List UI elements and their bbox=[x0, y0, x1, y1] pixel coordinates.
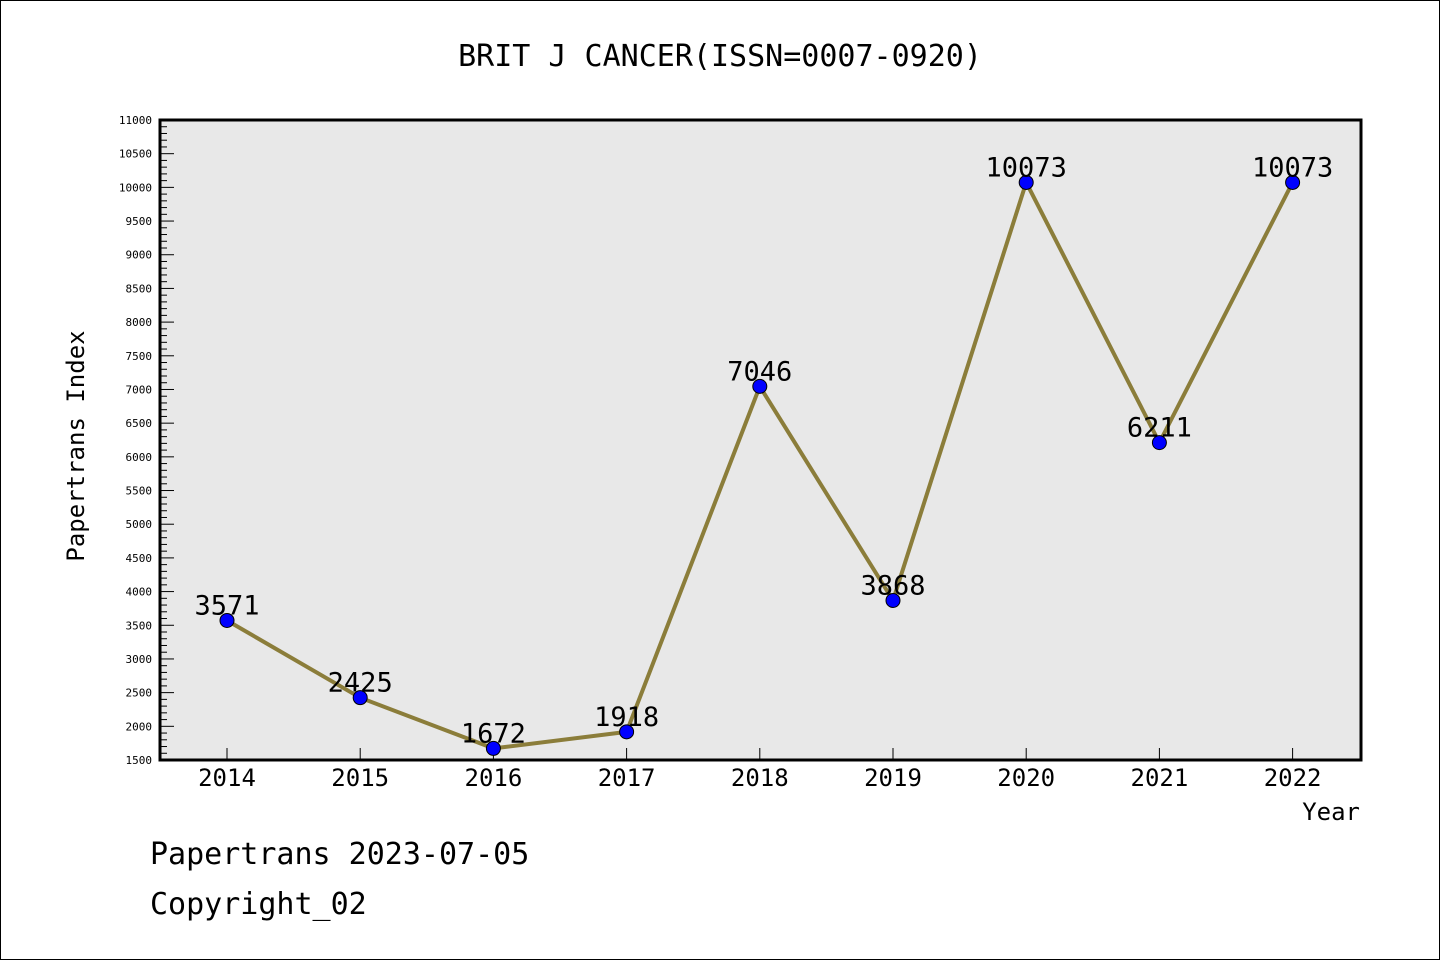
data-point bbox=[885, 592, 901, 608]
data-point bbox=[1018, 174, 1034, 190]
y-tick-label: 2000 bbox=[126, 720, 153, 733]
x-tick-label: 2017 bbox=[598, 764, 656, 792]
x-tick-label: 2020 bbox=[997, 764, 1055, 792]
plot-border bbox=[158, 118, 1363, 762]
y-tick-label: 6000 bbox=[126, 451, 153, 464]
data-point bbox=[1285, 174, 1301, 190]
y-tick-label: 7500 bbox=[126, 350, 153, 363]
y-tick-label: 5000 bbox=[126, 518, 153, 531]
y-tick-label: 7000 bbox=[126, 383, 153, 396]
data-label: 10073 bbox=[1252, 152, 1333, 183]
x-tick-label: 2021 bbox=[1131, 764, 1189, 792]
y-tick-label: 5500 bbox=[126, 485, 153, 498]
data-point bbox=[1151, 435, 1167, 451]
data-label: 1672 bbox=[461, 718, 526, 749]
x-axis-ticks: 2014 2015 2016 2017 2018 2019 2020 2021 2022 bbox=[198, 748, 1321, 792]
y-tick-label: 3000 bbox=[126, 653, 153, 666]
y-tick-label: 1500 bbox=[126, 754, 153, 767]
y-tick-label: 2500 bbox=[126, 687, 153, 700]
x-tick-label: 2014 bbox=[198, 764, 256, 792]
x-tick-label: 2016 bbox=[465, 764, 523, 792]
data-label: 3571 bbox=[194, 590, 259, 621]
data-point bbox=[619, 724, 635, 740]
data-label: 2425 bbox=[328, 668, 393, 699]
data-label: 3868 bbox=[860, 570, 925, 601]
x-tick-label: 2022 bbox=[1264, 764, 1322, 792]
data-label: 10073 bbox=[986, 152, 1067, 183]
footer-copyright: Copyright_02 bbox=[150, 887, 367, 922]
data-point bbox=[219, 612, 235, 628]
data-label: 6211 bbox=[1127, 413, 1192, 444]
y-tick-label: 10000 bbox=[119, 181, 152, 194]
y-tick-label: 3500 bbox=[126, 619, 153, 632]
y-tick-label: 10500 bbox=[119, 148, 152, 161]
y-tick-label: 8500 bbox=[126, 282, 153, 295]
x-tick-label: 2018 bbox=[731, 764, 789, 792]
footer-date: Papertrans 2023-07-05 bbox=[150, 837, 529, 872]
y-axis-ticks: 1500 2000 2500 3000 3500 4000 4500 5000 5500 6000… bbox=[119, 114, 174, 767]
data-label: 7046 bbox=[727, 356, 792, 387]
y-tick-label: 8000 bbox=[126, 316, 153, 329]
data-point bbox=[752, 378, 768, 394]
y-tick-label: 4500 bbox=[126, 552, 153, 565]
y-tick-label: 4000 bbox=[126, 586, 153, 599]
data-labels: 3571 2425 1672 1918 7046 3868 10073 6211 10073 bbox=[194, 152, 1333, 749]
data-point bbox=[352, 690, 368, 706]
data-point bbox=[485, 740, 501, 756]
series-markers bbox=[219, 174, 1301, 756]
x-tick-label: 2015 bbox=[331, 764, 389, 792]
y-tick-label: 9500 bbox=[126, 215, 153, 228]
x-tick-label: 2019 bbox=[864, 764, 922, 792]
y-tick-label: 11000 bbox=[119, 114, 152, 127]
y-tick-label: 6500 bbox=[126, 417, 153, 430]
y-tick-label: 9000 bbox=[126, 249, 153, 262]
data-label: 1918 bbox=[594, 702, 659, 733]
x-axis-label: Year bbox=[1302, 798, 1360, 826]
chart-title: BRIT J CANCER(ISSN=0007-0920) bbox=[458, 39, 982, 74]
y-axis-label: Papertrans Index bbox=[62, 330, 90, 561]
